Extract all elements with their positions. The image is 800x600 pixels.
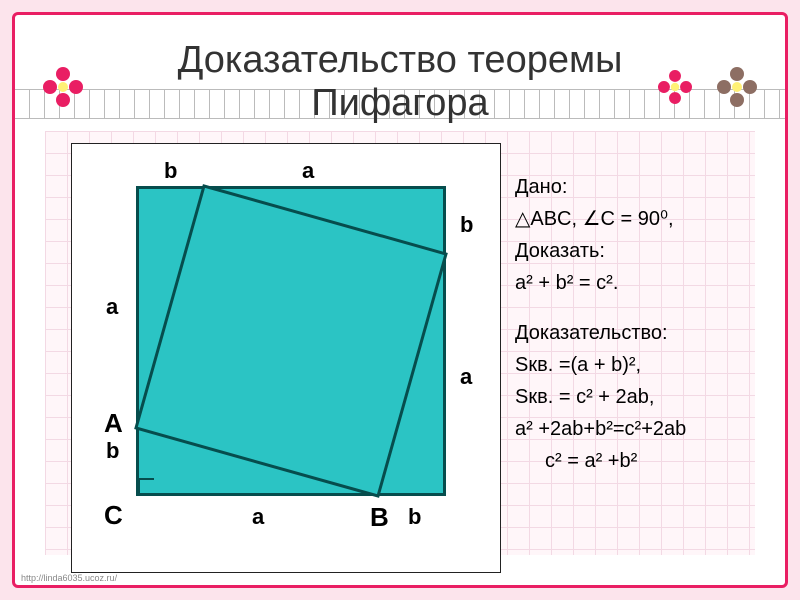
right-angle-marker xyxy=(138,478,154,494)
title-line-1: Доказательство теоремы xyxy=(178,39,623,81)
vertex-B: B xyxy=(370,502,389,533)
label-left-a: a xyxy=(106,294,118,320)
proof-step-2: Sкв. = c² + 2ab, xyxy=(515,381,686,413)
label-bottom-b: b xyxy=(408,504,421,530)
proof-step-1: Sкв. =(a + b)², xyxy=(515,349,686,381)
prove-label: Доказать: xyxy=(515,235,686,267)
label-bottom-a: a xyxy=(252,504,264,530)
prove-detail: a² + b² = c². xyxy=(515,267,686,299)
label-top-b: b xyxy=(164,158,177,184)
proof-step-3: a² +2ab+b²=c²+2ab xyxy=(515,413,686,445)
proof-label: Доказательство: xyxy=(515,317,686,349)
proof-step-4: c² = a² +b² xyxy=(515,445,686,477)
slide-frame: Доказательство теоремы Пифагора b a a b … xyxy=(12,12,788,588)
diagram-container: b a a b b a a b A B C xyxy=(71,143,501,573)
label-right-a: a xyxy=(460,364,472,390)
label-right-b: b xyxy=(460,212,473,238)
source-url: http://linda6035.ucoz.ru/ xyxy=(21,573,117,583)
content-area: b a a b b a a b A B C Дано: △ABC, ∠C = 9… xyxy=(45,131,755,555)
inner-rotated-square xyxy=(136,186,446,496)
vertex-C: C xyxy=(104,500,123,531)
label-left-b: b xyxy=(106,438,119,464)
vertex-A: A xyxy=(104,408,123,439)
given-detail: △ABC, ∠C = 90⁰, xyxy=(515,203,686,235)
label-top-a: a xyxy=(302,158,314,184)
slide-title: Доказательство теоремы Пифагора xyxy=(15,39,785,125)
proof-text-block: Дано: △ABC, ∠C = 90⁰, Доказать: a² + b² … xyxy=(515,171,686,477)
title-line-2: Пифагора xyxy=(311,82,488,124)
given-label: Дано: xyxy=(515,171,686,203)
